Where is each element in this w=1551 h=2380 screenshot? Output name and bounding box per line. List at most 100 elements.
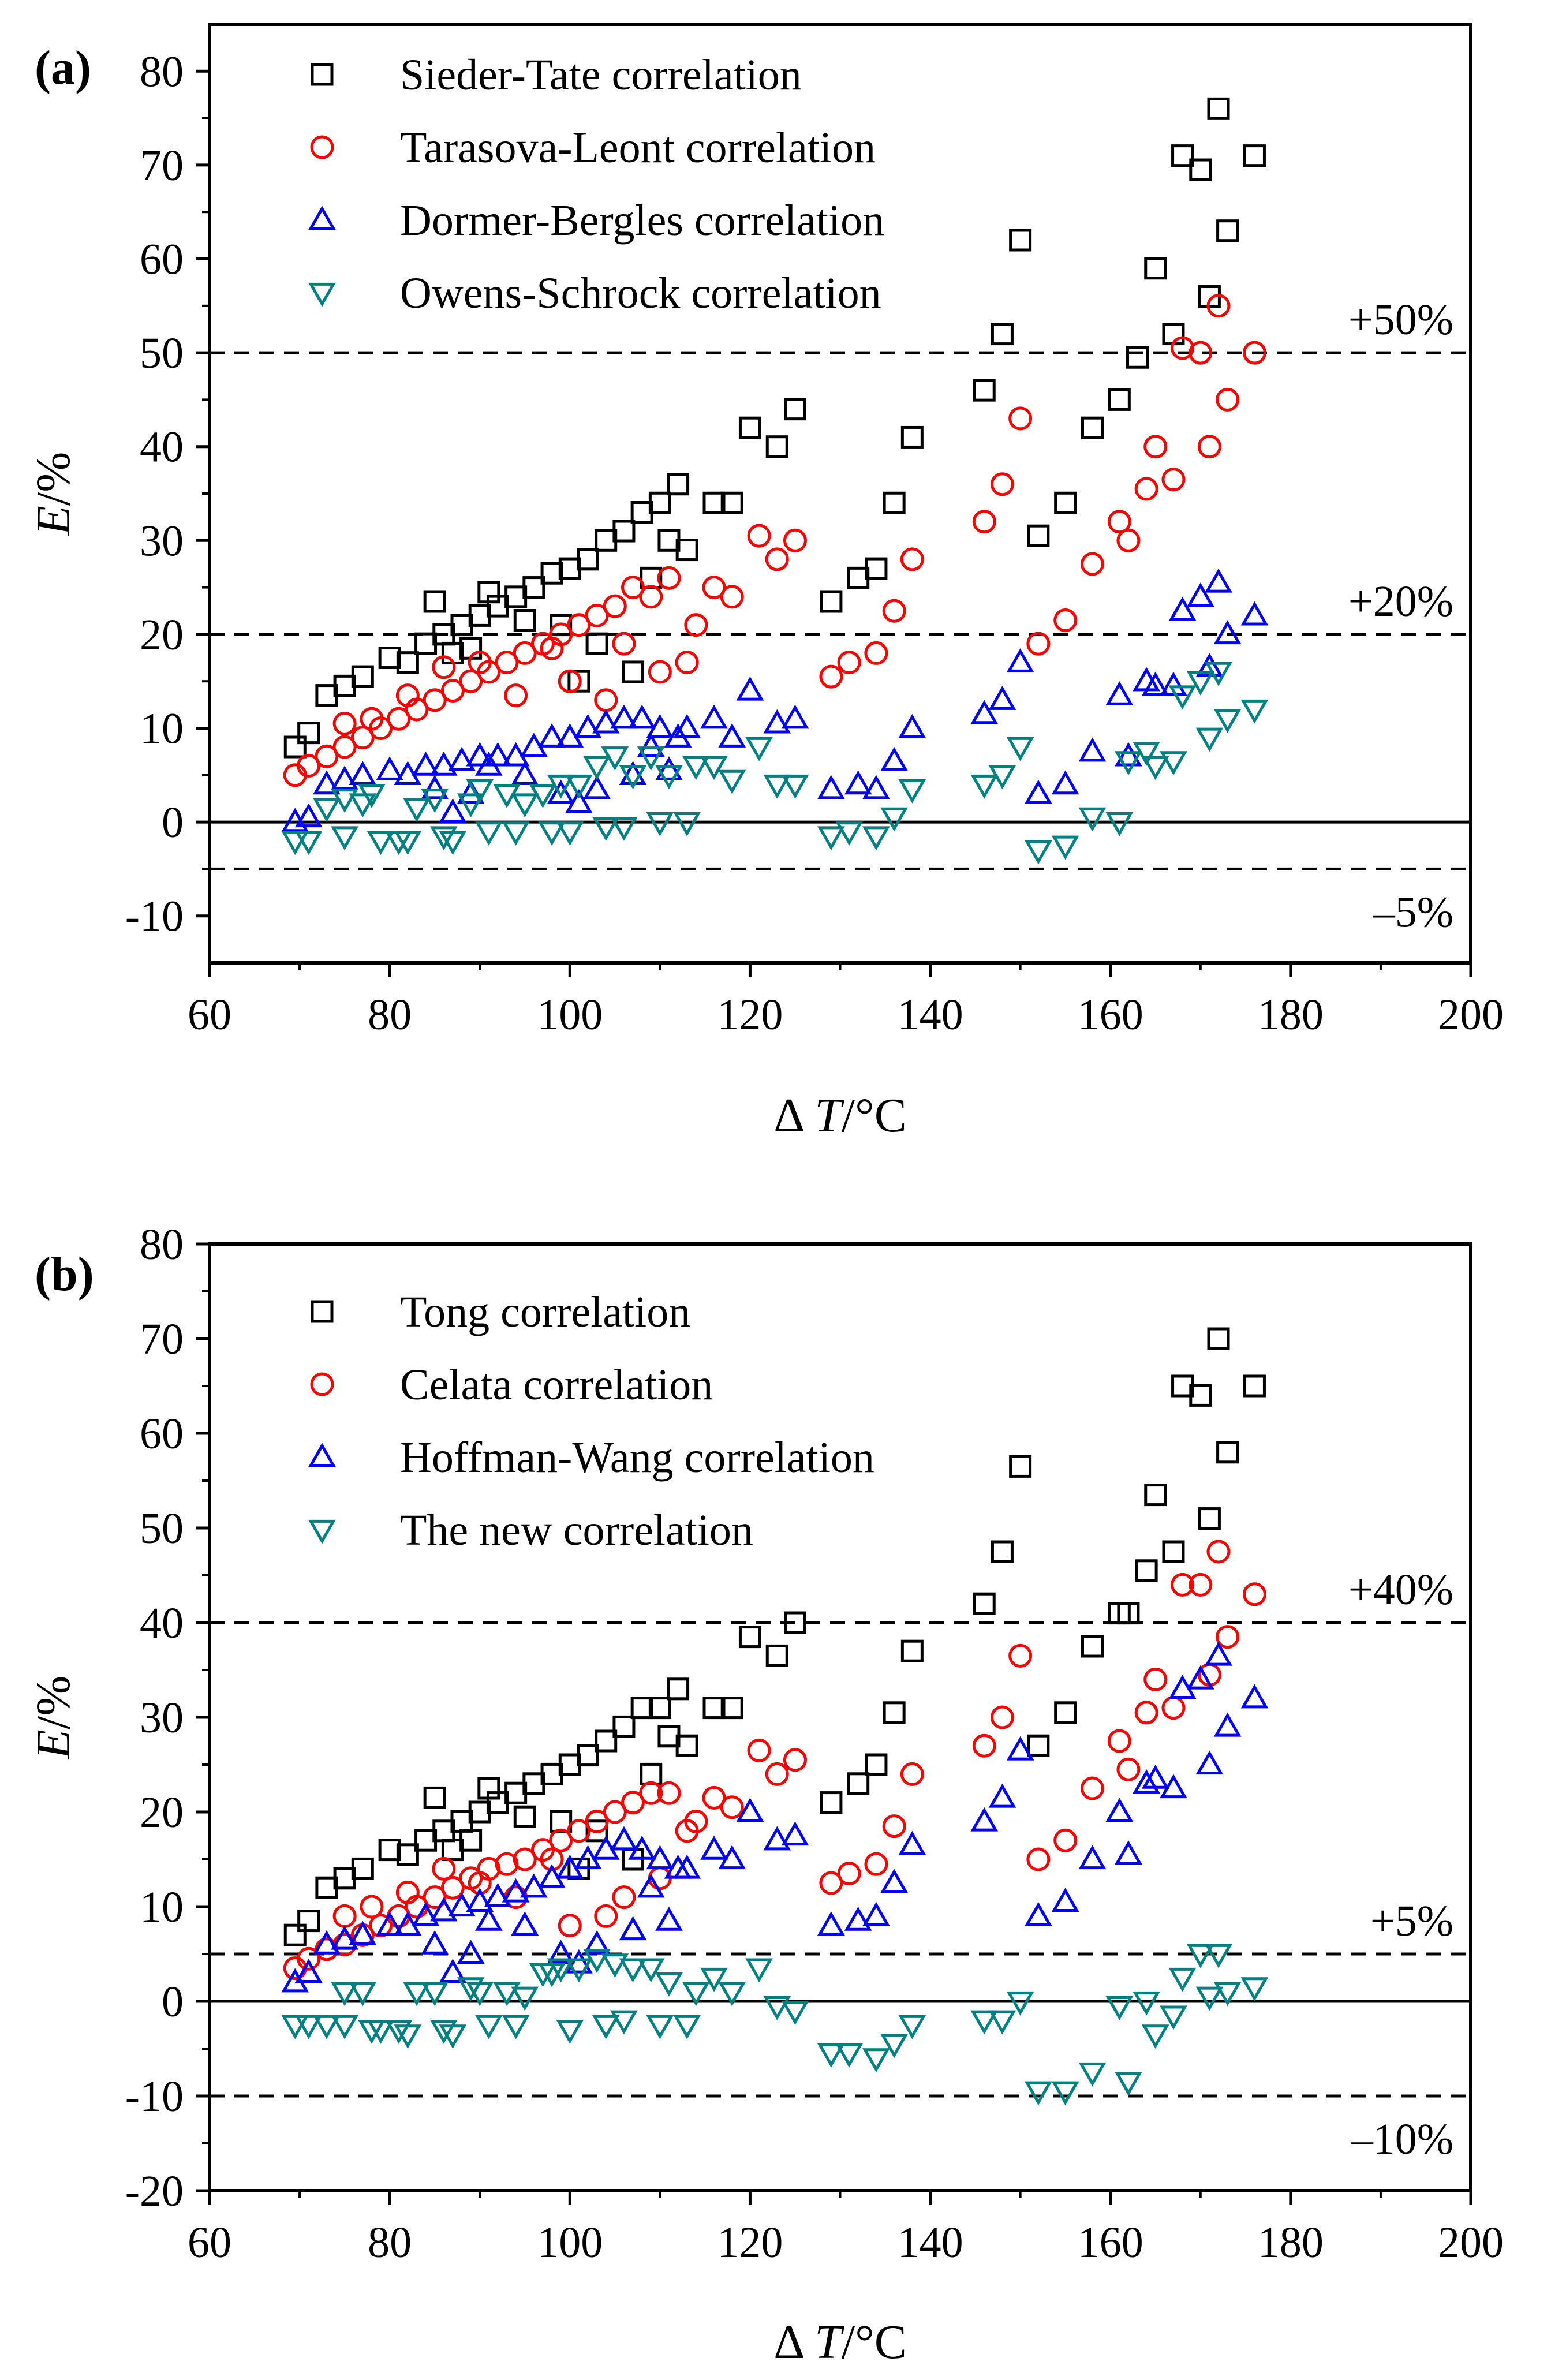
data-point <box>1051 2081 1079 2106</box>
data-point <box>898 779 926 804</box>
data-point <box>423 1786 446 1809</box>
data-point <box>474 1907 503 1931</box>
data-point <box>1141 756 1169 780</box>
data-point <box>358 784 386 808</box>
data-point <box>628 1836 656 1860</box>
data-point <box>1116 528 1141 552</box>
data-point <box>1205 1944 1232 1968</box>
data-point <box>583 756 611 780</box>
data-point <box>1213 709 1242 733</box>
data-point <box>349 793 377 818</box>
data-point <box>1133 741 1161 766</box>
data-point <box>1240 1684 1269 1709</box>
data-point <box>513 609 536 632</box>
data-point <box>847 1772 870 1795</box>
series-celata-correlation <box>283 1540 1266 1981</box>
series-sieder-tate-correlation <box>283 97 1266 759</box>
data-point <box>403 798 431 823</box>
x-axis-title: Δ T/°C <box>773 1089 907 1142</box>
data-point <box>781 1821 809 1846</box>
data-point <box>558 1914 582 1938</box>
data-point <box>1081 416 1104 439</box>
data-point <box>684 613 708 637</box>
data-point <box>1240 601 1269 626</box>
data-point <box>332 1904 357 1928</box>
data-point <box>882 1814 906 1839</box>
data-point <box>1051 770 1079 795</box>
data-point <box>1171 144 1194 167</box>
data-point <box>421 1982 449 2007</box>
data-point <box>970 774 999 799</box>
data-point <box>1143 1667 1168 1691</box>
data-point <box>682 1982 710 2007</box>
data-point <box>988 1783 1016 1808</box>
data-point <box>675 1734 698 1757</box>
data-point <box>601 1953 629 1978</box>
data-point <box>837 651 861 675</box>
reference-line-label: +20% <box>1348 577 1453 626</box>
legend-label: Dormer-Bergles correlation <box>400 196 884 245</box>
data-point <box>448 1892 476 1917</box>
legend-label: Tong correlation <box>400 1288 690 1336</box>
data-point <box>682 756 710 780</box>
data-point <box>592 709 620 734</box>
y-tick-label: -20 <box>125 2167 184 2215</box>
data-point <box>988 765 1016 790</box>
x-tick-label: 180 <box>1258 991 1324 1039</box>
legend-marker <box>310 1372 334 1396</box>
legend-marker <box>308 1443 336 1467</box>
data-point <box>567 670 590 693</box>
data-point <box>429 2020 458 2044</box>
data-point <box>577 548 599 571</box>
data-point <box>637 1958 665 1983</box>
data-point <box>1242 1582 1266 1606</box>
data-point <box>1161 1696 1186 1720</box>
x-tick-label: 100 <box>537 991 603 1039</box>
data-point <box>538 821 566 846</box>
data-point <box>1008 406 1033 431</box>
data-point <box>1115 742 1142 767</box>
data-point <box>1205 1641 1232 1666</box>
data-point <box>294 1959 323 1983</box>
data-point <box>612 1715 636 1738</box>
x-tick-label: 180 <box>1258 2218 1324 2267</box>
data-point <box>1189 1384 1212 1407</box>
x-axis-title: Δ T/°C <box>773 2315 907 2369</box>
data-point <box>331 1925 358 1950</box>
data-point <box>1171 336 1195 360</box>
chart-panel-2: +40% +5% –10% 60 80 100 120 140 160 180 200 -20 -10 0… <box>27 1220 1504 2369</box>
x-tick-label: 80 <box>368 991 412 1039</box>
data-point <box>817 1911 845 1936</box>
data-point <box>639 585 663 609</box>
data-point <box>349 1921 377 1945</box>
data-point <box>556 821 584 846</box>
data-point <box>351 1857 374 1880</box>
data-point <box>675 651 699 675</box>
data-point <box>1008 1643 1033 1668</box>
data-point <box>1133 667 1161 692</box>
data-point <box>619 765 647 790</box>
data-point <box>502 821 530 846</box>
data-point <box>378 1839 401 1862</box>
data-point <box>1186 1665 1214 1690</box>
reference-line-label: +50% <box>1348 296 1453 344</box>
legend-label: Owens-Schrock correlation <box>400 269 881 317</box>
data-point <box>1054 491 1077 514</box>
data-point <box>1195 727 1224 752</box>
data-point <box>612 520 636 543</box>
data-point <box>1205 568 1232 593</box>
data-point <box>898 1830 926 1855</box>
data-point <box>763 1996 791 2020</box>
data-point <box>294 2015 323 2039</box>
data-point <box>610 1826 638 1851</box>
data-point <box>281 831 309 855</box>
data-point <box>440 1875 465 1900</box>
data-point <box>667 473 690 496</box>
data-point <box>1243 1374 1266 1398</box>
data-point <box>283 735 307 759</box>
data-point <box>376 756 404 780</box>
data-point <box>349 1982 377 2007</box>
data-point <box>628 704 656 729</box>
x-tick-label: 140 <box>898 2218 963 2267</box>
data-point <box>1009 229 1032 252</box>
